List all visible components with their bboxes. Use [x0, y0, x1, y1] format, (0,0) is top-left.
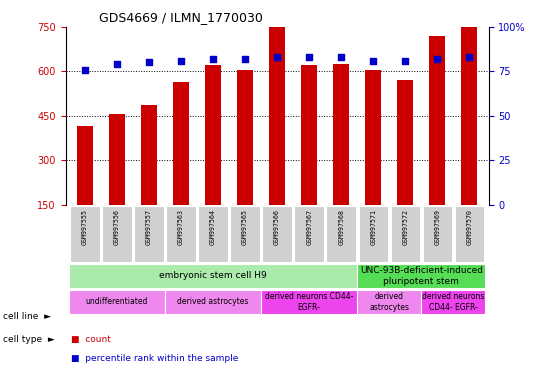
- Point: [433, 56, 442, 62]
- Point: [465, 54, 474, 60]
- Point: [145, 60, 153, 66]
- Text: GSM997570: GSM997570: [466, 209, 472, 245]
- FancyBboxPatch shape: [69, 290, 165, 314]
- Point: [241, 56, 250, 62]
- Text: undifferentiated: undifferentiated: [86, 297, 148, 306]
- Point: [337, 54, 346, 60]
- FancyBboxPatch shape: [261, 290, 357, 314]
- Text: derived
astrocytes: derived astrocytes: [369, 292, 410, 311]
- FancyBboxPatch shape: [327, 206, 356, 262]
- Text: GSM997555: GSM997555: [82, 209, 88, 245]
- FancyBboxPatch shape: [390, 206, 420, 262]
- Bar: [109, 114, 125, 205]
- FancyBboxPatch shape: [423, 206, 452, 262]
- Text: cell line  ►: cell line ►: [3, 312, 51, 321]
- Text: derived neurons CD44-
EGFR-: derived neurons CD44- EGFR-: [265, 292, 353, 311]
- Text: GSM997563: GSM997563: [178, 209, 184, 245]
- Text: GSM997556: GSM997556: [114, 209, 120, 245]
- Point: [369, 58, 378, 64]
- FancyBboxPatch shape: [134, 206, 164, 262]
- Point: [209, 56, 217, 62]
- FancyBboxPatch shape: [262, 206, 292, 262]
- Text: embryonic stem cell H9: embryonic stem cell H9: [159, 271, 267, 280]
- Text: derived astrocytes: derived astrocytes: [177, 297, 248, 306]
- FancyBboxPatch shape: [70, 206, 99, 262]
- Text: GDS4669 / ILMN_1770030: GDS4669 / ILMN_1770030: [99, 11, 263, 24]
- Bar: [237, 70, 253, 205]
- Bar: [429, 36, 446, 205]
- Text: GSM997565: GSM997565: [242, 209, 248, 245]
- Text: GSM997571: GSM997571: [370, 209, 376, 245]
- Point: [401, 58, 410, 64]
- Text: UNC-93B-deficient-induced
pluripotent stem: UNC-93B-deficient-induced pluripotent st…: [360, 266, 483, 286]
- FancyBboxPatch shape: [69, 264, 357, 288]
- FancyBboxPatch shape: [357, 290, 422, 314]
- Point: [273, 54, 282, 60]
- Bar: [141, 106, 157, 205]
- Bar: [397, 80, 413, 205]
- Bar: [461, 25, 477, 205]
- Bar: [365, 70, 381, 205]
- Text: GSM997567: GSM997567: [306, 209, 312, 245]
- Bar: [301, 65, 317, 205]
- FancyBboxPatch shape: [198, 206, 228, 262]
- Text: GSM997568: GSM997568: [338, 209, 344, 245]
- Bar: [205, 65, 221, 205]
- Point: [305, 54, 313, 60]
- Text: ■  percentile rank within the sample: ■ percentile rank within the sample: [71, 354, 239, 363]
- FancyBboxPatch shape: [294, 206, 324, 262]
- Text: derived neurons
CD44- EGFR-: derived neurons CD44- EGFR-: [422, 292, 485, 311]
- Text: GSM997572: GSM997572: [402, 209, 408, 245]
- Point: [176, 58, 185, 64]
- FancyBboxPatch shape: [357, 264, 485, 288]
- Text: GSM997564: GSM997564: [210, 209, 216, 245]
- FancyBboxPatch shape: [166, 206, 195, 262]
- Text: GSM997569: GSM997569: [435, 209, 441, 245]
- Bar: [173, 82, 189, 205]
- Point: [112, 61, 121, 67]
- FancyBboxPatch shape: [230, 206, 260, 262]
- Text: GSM997566: GSM997566: [274, 209, 280, 245]
- FancyBboxPatch shape: [359, 206, 388, 262]
- Text: GSM997557: GSM997557: [146, 209, 152, 245]
- Point: [80, 66, 89, 73]
- Bar: [77, 126, 93, 205]
- FancyBboxPatch shape: [102, 206, 132, 262]
- FancyBboxPatch shape: [165, 290, 261, 314]
- Bar: [333, 64, 349, 205]
- FancyBboxPatch shape: [455, 206, 484, 262]
- Bar: [269, 24, 285, 205]
- Text: ■  count: ■ count: [71, 335, 111, 344]
- FancyBboxPatch shape: [422, 290, 485, 314]
- Text: cell type  ►: cell type ►: [3, 335, 55, 344]
